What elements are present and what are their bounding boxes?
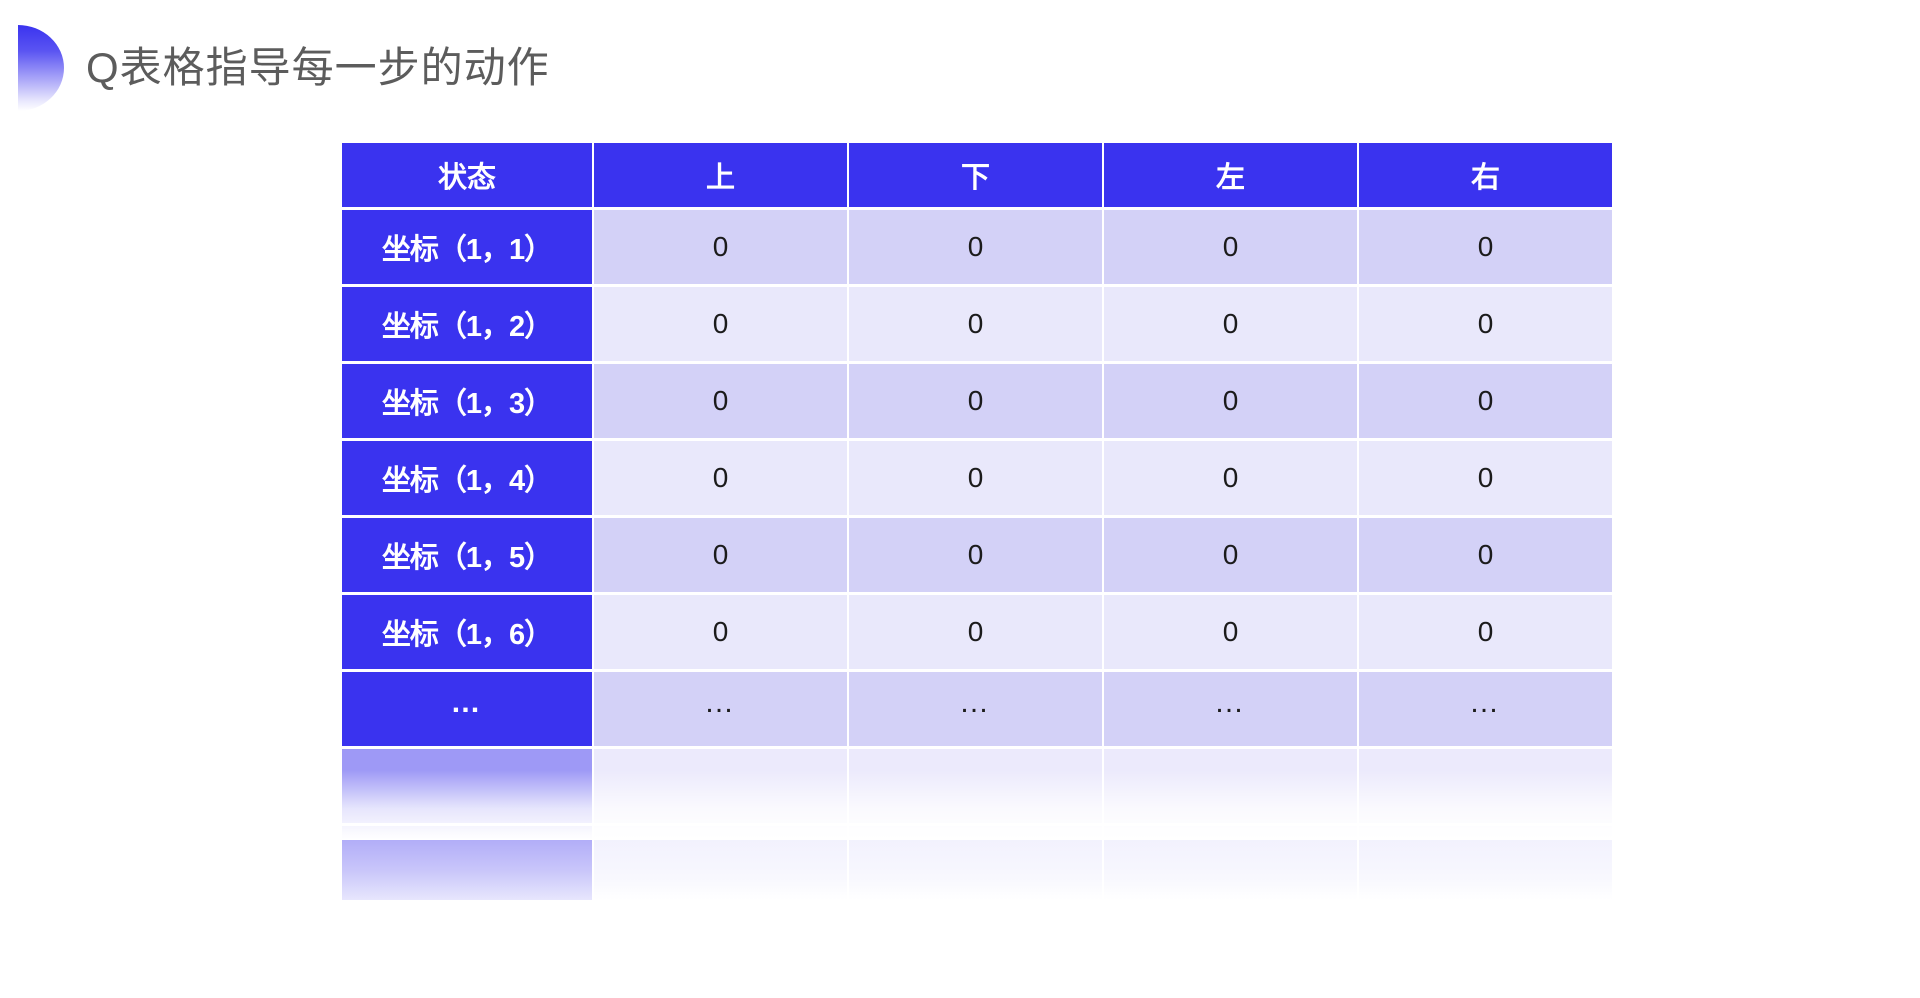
table-row: 坐标（1，5） 0 0 0 0 — [342, 518, 1612, 592]
state-label — [342, 749, 592, 823]
q-value: 0 — [849, 210, 1102, 284]
table-row: 坐标（1，6） 0 0 0 0 — [342, 595, 1612, 669]
q-value: 0 — [1359, 210, 1612, 284]
state-label: 坐标（1，2） — [342, 287, 592, 361]
q-value — [1104, 749, 1357, 823]
state-label: 坐标（1，1） — [342, 210, 592, 284]
table-row-faded — [342, 749, 1612, 823]
column-header-right: 右 — [1359, 143, 1612, 207]
table-row: 坐标（1，1） 0 0 0 0 — [342, 210, 1612, 284]
q-value — [1104, 826, 1357, 900]
column-header-up: 上 — [594, 143, 847, 207]
q-value — [594, 826, 847, 900]
column-header-state: 状态 — [342, 143, 592, 207]
q-value: 0 — [1104, 441, 1357, 515]
q-table-body: 坐标（1，1） 0 0 0 0 坐标（1，2） 0 0 0 0 坐标（1，3） … — [342, 210, 1612, 900]
q-value-ellipsis: … — [1104, 672, 1357, 746]
q-value: 0 — [594, 518, 847, 592]
q-value: 0 — [1359, 287, 1612, 361]
q-value: 0 — [594, 364, 847, 438]
table-header-row: 状态 上 下 左 右 — [342, 143, 1612, 207]
state-label: 坐标（1，4） — [342, 441, 592, 515]
ellipsis-icon: … — [704, 686, 737, 719]
q-value — [1359, 749, 1612, 823]
page-title: Q表格指导每一步的动作 — [86, 43, 550, 91]
q-value: 0 — [594, 441, 847, 515]
q-value: 0 — [1359, 518, 1612, 592]
q-value-ellipsis: … — [594, 672, 847, 746]
q-value: 0 — [849, 364, 1102, 438]
q-value: 0 — [1359, 441, 1612, 515]
q-value: 0 — [1104, 287, 1357, 361]
table-row: 坐标（1，2） 0 0 0 0 — [342, 287, 1612, 361]
state-label-ellipsis: … — [342, 672, 592, 746]
q-value: 0 — [1359, 364, 1612, 438]
state-label: 坐标（1，5） — [342, 518, 592, 592]
ellipsis-icon: … — [959, 686, 992, 719]
q-table-head: 状态 上 下 左 右 — [342, 143, 1612, 207]
q-value — [849, 826, 1102, 900]
ellipsis-icon: … — [1214, 686, 1247, 719]
table-row-ellipsis: … … … … … — [342, 672, 1612, 746]
table-row-faded — [342, 826, 1612, 900]
q-value: 0 — [1104, 518, 1357, 592]
q-value: 0 — [1104, 595, 1357, 669]
q-value: 0 — [849, 595, 1102, 669]
q-value: 0 — [849, 441, 1102, 515]
q-value: 0 — [594, 210, 847, 284]
column-header-down: 下 — [849, 143, 1102, 207]
q-table: 状态 上 下 左 右 坐标（1，1） 0 0 0 0 坐标（1，2） 0 0 0… — [340, 140, 1614, 903]
q-value: 0 — [594, 287, 847, 361]
slide-title-block: Q表格指导每一步的动作 — [0, 25, 550, 111]
q-value: 0 — [1104, 210, 1357, 284]
q-value — [594, 749, 847, 823]
half-circle-gradient-icon — [18, 25, 64, 111]
table-row: 坐标（1，3） 0 0 0 0 — [342, 364, 1612, 438]
q-value-ellipsis: … — [1359, 672, 1612, 746]
q-value: 0 — [849, 518, 1102, 592]
q-value: 0 — [1359, 595, 1612, 669]
table-row: 坐标（1，4） 0 0 0 0 — [342, 441, 1612, 515]
q-value: 0 — [594, 595, 847, 669]
q-value — [849, 749, 1102, 823]
q-value-ellipsis: … — [849, 672, 1102, 746]
ellipsis-icon: … — [1469, 686, 1502, 719]
q-value: 0 — [1104, 364, 1357, 438]
column-header-left: 左 — [1104, 143, 1357, 207]
q-value: 0 — [849, 287, 1102, 361]
q-value — [1359, 826, 1612, 900]
state-label: 坐标（1，6） — [342, 595, 592, 669]
ellipsis-icon: … — [450, 685, 484, 719]
state-label — [342, 826, 592, 900]
state-label: 坐标（1，3） — [342, 364, 592, 438]
